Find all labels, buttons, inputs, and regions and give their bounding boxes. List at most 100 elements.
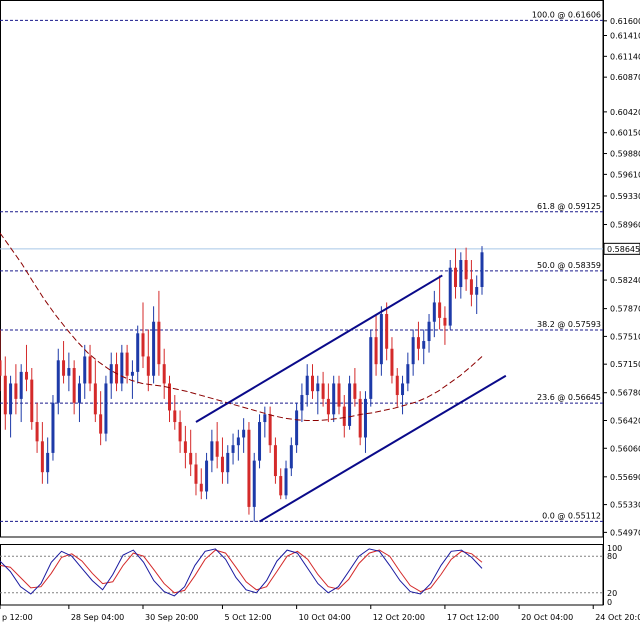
candle-bear bbox=[326, 398, 330, 415]
candle-bull bbox=[46, 452, 50, 473]
candle-bull bbox=[242, 429, 246, 438]
time-tick-label: 5 Oct 12:00 bbox=[224, 613, 271, 622]
price-tick-label: 0.57150 bbox=[610, 360, 640, 369]
time-tick-label: 24 Oct 20:00 bbox=[595, 613, 640, 622]
time-tick-label: 10 Oct 04:00 bbox=[299, 613, 351, 622]
price-tick-label: 0.55690 bbox=[610, 473, 640, 482]
candle-bull bbox=[136, 333, 140, 372]
stoch-main-line bbox=[0, 548, 483, 597]
candle-bull bbox=[252, 460, 256, 507]
candle-bear bbox=[342, 406, 346, 426]
candle-bear bbox=[199, 483, 203, 492]
candle-bull bbox=[263, 414, 267, 423]
candle-bear bbox=[443, 317, 447, 326]
candle-bull bbox=[480, 252, 484, 288]
candle-bull bbox=[258, 422, 262, 461]
stoch-level-label: 80 bbox=[607, 552, 617, 561]
candle-bull bbox=[67, 368, 71, 376]
candle-bear bbox=[464, 260, 468, 280]
candle-bear bbox=[157, 321, 161, 365]
candle-bear bbox=[194, 464, 198, 484]
stoch-level-label: 20 bbox=[607, 589, 617, 598]
candle-bull bbox=[120, 352, 124, 384]
stoch-signal-line bbox=[0, 549, 483, 594]
candle-bull bbox=[210, 441, 214, 461]
candle-bear bbox=[24, 371, 28, 380]
candle-bull bbox=[369, 337, 373, 399]
stochastic-pane bbox=[0, 544, 604, 606]
candle-bull bbox=[130, 371, 134, 376]
candle-bear bbox=[167, 383, 171, 411]
price-tick-label: 0.59330 bbox=[610, 192, 640, 201]
candle-bull bbox=[83, 356, 87, 384]
candle-bear bbox=[183, 441, 187, 453]
candle-bull bbox=[77, 383, 81, 403]
candle-bull bbox=[9, 383, 13, 415]
price-tick-label: 0.54970 bbox=[610, 528, 640, 537]
price-tick-label: 0.58960 bbox=[610, 221, 640, 230]
candle-bear bbox=[189, 452, 193, 465]
candle-bull bbox=[300, 395, 304, 411]
candle-bear bbox=[173, 410, 177, 423]
candle-bear bbox=[247, 429, 251, 507]
time-tick-label: 28 Sep 04:00 bbox=[71, 613, 124, 622]
fib-level-label: 23.6 @ 0.56645 bbox=[537, 393, 601, 402]
time-tick-label: p 12:00 bbox=[2, 613, 33, 622]
candle-bull bbox=[411, 337, 415, 365]
price-tick-label: 0.61600 bbox=[610, 17, 640, 26]
candle-bull bbox=[104, 383, 108, 434]
price-tick-label: 0.56060 bbox=[610, 444, 640, 453]
candle-bear bbox=[358, 398, 362, 438]
candle-bear bbox=[311, 375, 315, 392]
candle-bull bbox=[316, 383, 320, 392]
price-tick-label: 0.56420 bbox=[610, 416, 640, 425]
fib-level-label: 0.0 @ 0.55112 bbox=[542, 511, 601, 520]
candle-bear bbox=[40, 441, 44, 473]
candle-bear bbox=[215, 441, 219, 457]
candle-bull bbox=[427, 321, 431, 342]
candle-bear bbox=[30, 379, 34, 423]
candle-bull bbox=[406, 364, 410, 384]
candle-bull bbox=[109, 364, 113, 384]
candle-bear bbox=[88, 356, 92, 384]
stoch-level-label: 0 bbox=[607, 598, 612, 607]
price-tick-label: 0.59880 bbox=[610, 150, 640, 159]
candle-bear bbox=[395, 375, 399, 396]
fib-level-label: 38.2 @ 0.57593 bbox=[537, 320, 601, 329]
candle-bear bbox=[438, 302, 442, 318]
time-tick-label: 17 Oct 12:00 bbox=[447, 613, 499, 622]
candle-bull bbox=[295, 410, 299, 446]
price-pane: 100.0 @ 0.61606 61.8 @ 0.59125 50.0 @ 0.58… bbox=[0, 0, 604, 538]
candle-bear bbox=[385, 314, 389, 349]
stochastic-pane-frame bbox=[0, 544, 604, 606]
fib-level-label: 100.0 @ 0.61606 bbox=[532, 10, 601, 19]
candle-bear bbox=[268, 414, 272, 446]
candle-bear bbox=[93, 383, 97, 415]
price-tick-label: 0.58240 bbox=[610, 276, 640, 285]
candle-bear bbox=[469, 279, 473, 295]
candle-bear bbox=[337, 383, 341, 407]
candle-bear bbox=[454, 267, 458, 288]
candle-bear bbox=[146, 356, 150, 376]
candle-bull bbox=[332, 383, 336, 415]
candle-bull bbox=[401, 383, 405, 396]
candle-bear bbox=[374, 337, 378, 365]
candle-bull bbox=[56, 360, 60, 403]
candle-bull bbox=[305, 375, 309, 396]
candle-bull bbox=[475, 287, 479, 295]
price-tick-label: 0.60870 bbox=[610, 73, 640, 82]
candle-bear bbox=[279, 476, 283, 496]
price-pane-frame bbox=[0, 0, 604, 538]
candle-bear bbox=[99, 414, 103, 434]
price-tick-label: 0.61140 bbox=[610, 52, 640, 61]
candle-bull bbox=[231, 445, 235, 453]
moving-average-line bbox=[0, 232, 483, 421]
candle-bear bbox=[125, 352, 129, 376]
price-tick-label: 0.61410 bbox=[610, 31, 640, 40]
candle-bear bbox=[321, 383, 325, 399]
candle-bull bbox=[205, 460, 209, 492]
candle-bull bbox=[459, 260, 463, 288]
fib-level-label: 61.8 @ 0.59125 bbox=[537, 202, 601, 211]
candle-bear bbox=[62, 360, 66, 376]
